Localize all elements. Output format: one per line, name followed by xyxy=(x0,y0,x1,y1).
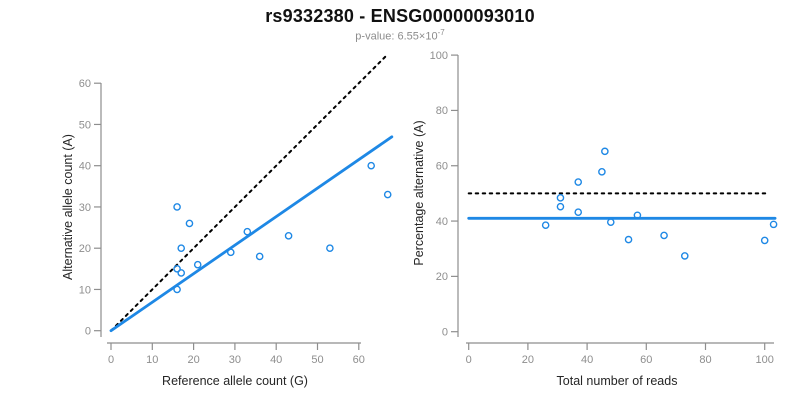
y-tick-label: 30 xyxy=(79,202,91,214)
data-point xyxy=(383,190,392,199)
data-point xyxy=(173,203,181,211)
data-point xyxy=(326,244,334,252)
x-tick-label: 0 xyxy=(108,354,114,366)
pvalue-exponent: -7 xyxy=(437,28,445,37)
x-tick-label: 30 xyxy=(229,354,241,366)
allele-count-plot: 0 10 20 30 40 50 60 0 10 20 30 40 50 60 Reference alle… xyxy=(61,55,394,388)
x-tick-label: 100 xyxy=(756,354,774,366)
x-tick-label: 60 xyxy=(353,354,365,366)
y-tick-label: 60 xyxy=(436,161,448,173)
x-tick-label: 40 xyxy=(270,354,282,366)
y-tick-label: 10 xyxy=(79,284,91,296)
data-point xyxy=(556,202,565,211)
y-tick-label: 100 xyxy=(430,50,448,62)
data-point xyxy=(574,208,583,217)
data-point xyxy=(606,218,615,226)
x-tick-label: 10 xyxy=(146,354,158,366)
y-tick-label: 50 xyxy=(79,119,91,131)
x-axis-label: Reference allele count (G) xyxy=(162,374,308,388)
data-point xyxy=(243,227,252,236)
x-tick-label: 60 xyxy=(640,354,652,366)
data-point xyxy=(633,211,642,220)
data-point xyxy=(367,161,375,170)
data-point xyxy=(556,194,565,202)
x-tick-label: 20 xyxy=(187,354,199,366)
data-point xyxy=(660,231,668,240)
data-point xyxy=(624,235,633,244)
x-tick-label: 0 xyxy=(466,354,472,366)
data-point xyxy=(680,252,689,260)
x-axis-label: Total number of reads xyxy=(557,374,678,388)
pvalue-base: 6.55×10 xyxy=(397,30,438,43)
y-tick-label: 40 xyxy=(79,161,91,173)
data-point xyxy=(598,168,606,176)
figure-subtitle: p-value: 6.55×10-7 xyxy=(0,28,800,43)
percentage-plot: 0 20 40 60 80 100 0 20 40 60 80 100 Total number of … xyxy=(412,50,778,388)
y-axis-label: Percentage alternative (A) xyxy=(412,120,426,265)
data-point xyxy=(760,236,769,245)
data-point xyxy=(193,260,202,269)
x-tick-label: 40 xyxy=(581,354,593,366)
pvalue-label: p-value: xyxy=(355,30,398,43)
identity-line xyxy=(110,55,387,332)
data-point xyxy=(601,147,609,156)
y-axis-label: Alternative allele count (A) xyxy=(61,134,75,280)
figure-header: rs9332380 - ENSG00000093010 p-value: 6.5… xyxy=(0,0,800,43)
data-point xyxy=(185,219,194,228)
data-point xyxy=(226,248,235,257)
regression-line xyxy=(109,135,394,333)
data-point xyxy=(173,285,181,294)
data-point xyxy=(177,244,186,252)
data-point xyxy=(173,265,181,273)
data-point xyxy=(284,232,293,240)
data-point xyxy=(255,252,264,261)
y-tick-label: 20 xyxy=(436,271,448,283)
y-tick-label: 0 xyxy=(442,327,448,339)
y-tick-label: 0 xyxy=(85,326,91,338)
data-point xyxy=(769,220,778,229)
y-tick-label: 20 xyxy=(79,243,91,255)
x-tick-label: 80 xyxy=(699,354,711,366)
x-tick-label: 50 xyxy=(311,354,323,366)
y-tick-label: 60 xyxy=(79,78,91,90)
data-point xyxy=(177,269,186,277)
data-point xyxy=(574,178,583,186)
y-tick-label: 80 xyxy=(436,105,448,117)
y-tick-label: 40 xyxy=(436,216,448,228)
x-tick-label: 20 xyxy=(522,354,534,366)
figure-title: rs9332380 - ENSG00000093010 xyxy=(265,6,535,26)
data-point xyxy=(541,221,550,230)
